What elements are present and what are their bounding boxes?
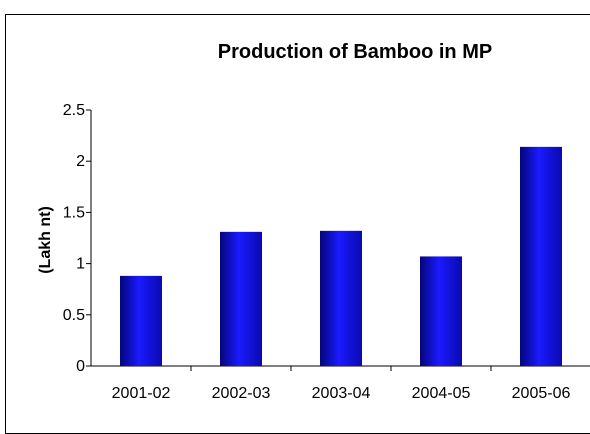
y-tick-label: 1 — [76, 256, 85, 273]
x-tick-label: 2004-05 — [412, 385, 471, 402]
bar-2002-03 — [220, 231, 262, 366]
y-tick-label: 0 — [76, 358, 85, 375]
bar-2003-04 — [320, 230, 362, 366]
bar-2001-02 — [120, 275, 162, 366]
y-axis-label: (Lakh nt) — [37, 206, 54, 274]
x-tick-label: 2005-06 — [512, 385, 571, 402]
y-tick-label: 1.5 — [63, 204, 85, 221]
x-tick-label: 2003-04 — [312, 385, 371, 402]
y-axis-ticks: 0 0.5 1 1.5 2 2.5 — [63, 102, 91, 375]
x-axis-ticks: 2001-02 2002-03 2003-04 2004-05 2005-06 — [112, 366, 571, 402]
y-tick-label: 2 — [76, 153, 85, 170]
bar-2005-06 — [520, 146, 562, 366]
y-tick-label: 2.5 — [63, 102, 85, 119]
chart-frame — [5, 14, 590, 434]
chart-title: Production of Bamboo in MP — [218, 41, 492, 63]
x-tick-label: 2001-02 — [112, 385, 171, 402]
bar-chart: Production of Bamboo in MP (Lakh nt) 0 0.… — [37, 41, 590, 402]
bar-2004-05 — [420, 256, 462, 366]
y-tick-label: 0.5 — [63, 307, 85, 324]
x-tick-label: 2002-03 — [212, 385, 271, 402]
bars-group — [120, 146, 562, 366]
